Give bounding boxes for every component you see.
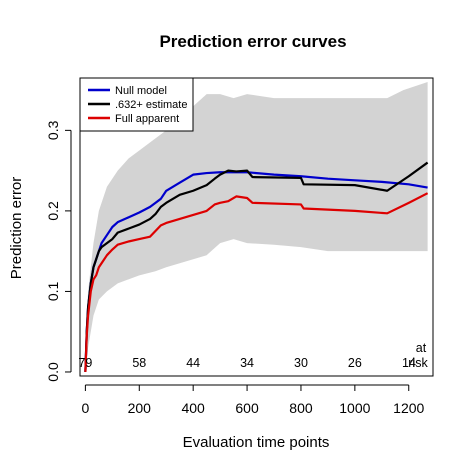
x-tick-label: 1200 (393, 400, 424, 416)
at-risk-value: 58 (132, 356, 146, 370)
y-tick-label: 0.2 (45, 201, 61, 221)
x-tick-label: 800 (289, 400, 313, 416)
x-tick-label: 600 (235, 400, 259, 416)
y-tick-label: 0.1 (45, 281, 61, 301)
at-risk-value: 44 (186, 356, 200, 370)
at-risk-value: 30 (294, 356, 308, 370)
confidence-band (85, 82, 428, 372)
chart-title: Prediction error curves (159, 32, 346, 51)
at-risk-header: risk (408, 356, 428, 370)
x-axis-label: Evaluation time points (183, 434, 330, 451)
at-risk-value: 26 (348, 356, 362, 370)
at-risk-value: 79 (78, 356, 92, 370)
legend-label-632-estimate: .632+ estimate (115, 99, 187, 111)
x-tick-label: 1000 (339, 400, 370, 416)
at-risk-header: at (416, 341, 427, 355)
plot-frame (79, 77, 434, 377)
at-risk-value: 34 (240, 356, 254, 370)
x-tick-label: 400 (181, 400, 205, 416)
x-tick-label: 200 (128, 400, 152, 416)
series-line-632-estimate (84, 161, 429, 373)
x-axis: 0 200 400 600 800 1000 1200 (81, 384, 425, 416)
confidence-band-area (85, 82, 428, 372)
y-axis: 0.0 0.1 0.2 0.3 (45, 120, 72, 382)
at-risk-value: 14 (402, 356, 416, 370)
legend-label-full-apparent: Full apparent (115, 113, 179, 125)
y-tick-label: 0.0 (45, 362, 61, 382)
legend: Null model .632+ estimate Full apparent (79, 77, 194, 132)
legend-label-null-model: Null model (115, 85, 167, 97)
series-lines (84, 161, 429, 373)
y-tick-label: 0.3 (45, 120, 61, 140)
y-axis-label: Prediction error (8, 177, 25, 280)
x-tick-label: 0 (81, 400, 89, 416)
series-line-full-apparent (84, 192, 429, 373)
